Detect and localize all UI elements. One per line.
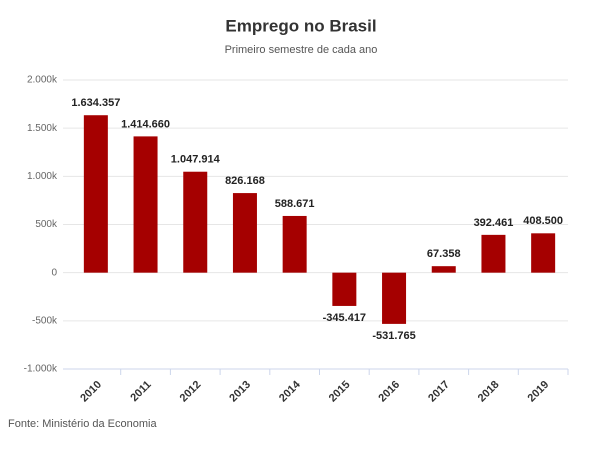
y-tick-label: 1.000k <box>27 171 58 182</box>
value-label: 1.634.357 <box>71 97 120 109</box>
bar <box>431 266 456 273</box>
value-label: 392.461 <box>474 217 514 229</box>
value-label: 588.671 <box>275 198 315 210</box>
bar <box>332 272 357 306</box>
y-tick-label: 2.000k <box>27 75 58 86</box>
chart-subtitle: Primeiro semestre de cada ano <box>225 44 378 56</box>
x-tick-label: 2012 <box>178 379 204 405</box>
bar <box>133 136 158 273</box>
bar <box>183 171 208 273</box>
source-note: Fonte: Ministério da Economia <box>8 418 157 430</box>
x-tick-label: 2010 <box>78 379 104 405</box>
x-tick-label: 2016 <box>376 379 402 405</box>
bar <box>83 115 108 273</box>
y-tick-label: 1.500k <box>27 123 58 134</box>
bar <box>232 193 257 273</box>
value-label: -531.765 <box>372 330 415 342</box>
value-label: 408.500 <box>523 215 563 227</box>
value-label: 1.414.660 <box>121 118 170 130</box>
y-tick-label: -500k <box>32 315 58 326</box>
x-tick-label: 2013 <box>227 379 253 405</box>
x-tick-label: 2011 <box>128 379 153 404</box>
value-label: 826.168 <box>225 175 265 187</box>
value-label: 1.047.914 <box>171 154 221 166</box>
value-label: 67.358 <box>427 248 461 260</box>
chart-title: Emprego no Brasil <box>225 16 376 35</box>
bar <box>481 234 506 273</box>
x-tick-label: 2019 <box>526 379 552 405</box>
x-tick-label: 2018 <box>476 379 502 405</box>
bar <box>282 215 307 273</box>
bar <box>382 272 407 324</box>
x-tick-label: 2017 <box>426 379 452 405</box>
y-tick-label: 0 <box>51 267 57 278</box>
value-label: -345.417 <box>323 312 366 324</box>
x-tick-label: 2015 <box>327 379 353 405</box>
y-tick-label: -1.000k <box>24 364 58 375</box>
x-tick-label: 2014 <box>277 378 303 404</box>
bar <box>531 233 556 273</box>
y-tick-label: 500k <box>35 219 58 230</box>
